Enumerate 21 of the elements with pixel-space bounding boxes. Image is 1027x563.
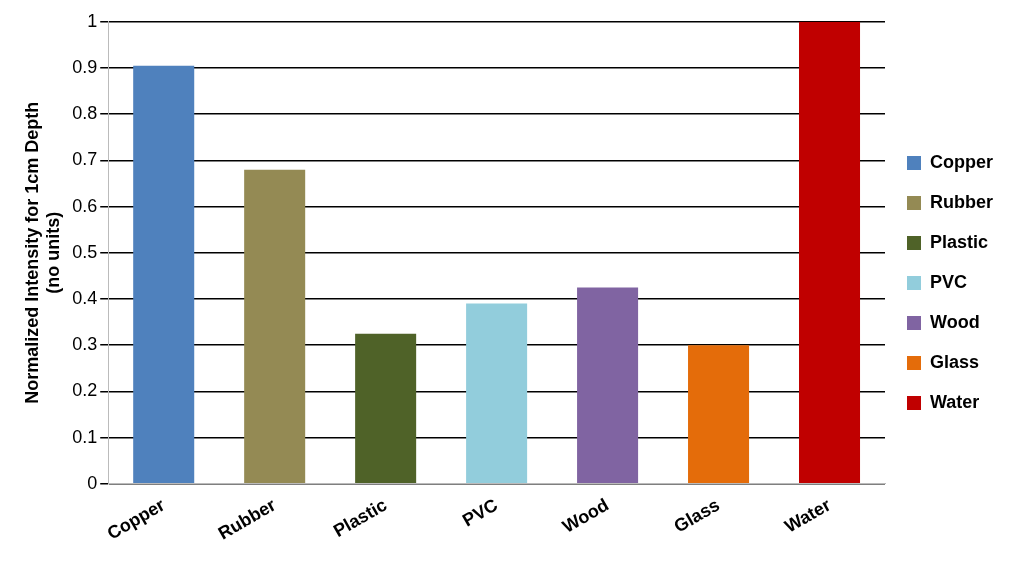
y-tick-label: 0.2	[72, 380, 98, 401]
legend-label: Plastic	[930, 231, 989, 252]
y-tick-label: 0.9	[72, 56, 98, 77]
legend-label: Wood	[930, 311, 980, 332]
legend-label: Water	[930, 391, 980, 412]
y-tick-label: 0.3	[72, 334, 98, 355]
legend-label: Glass	[930, 351, 980, 372]
x-tick-label: PVC	[459, 494, 502, 531]
y-tick-label: 0.1	[72, 426, 98, 447]
y-tick-label: 0.5	[72, 241, 98, 262]
x-tick-label: Glass	[670, 494, 724, 537]
y-axis-title: Normalized Intensity for 1cm Depth (no units)	[21, 101, 64, 404]
y-tick-label: 1	[87, 10, 98, 31]
legend-label: Rubber	[930, 191, 993, 212]
y-tick-label: 0	[87, 472, 98, 493]
y-tick-label: 0.8	[72, 103, 98, 124]
y-tick-label: 0.4	[72, 287, 98, 308]
legend-label: Copper	[930, 151, 993, 172]
y-tick-label: 0.7	[72, 149, 98, 170]
y-tick-label: 0.6	[72, 195, 98, 216]
legend-label: PVC	[930, 271, 968, 292]
